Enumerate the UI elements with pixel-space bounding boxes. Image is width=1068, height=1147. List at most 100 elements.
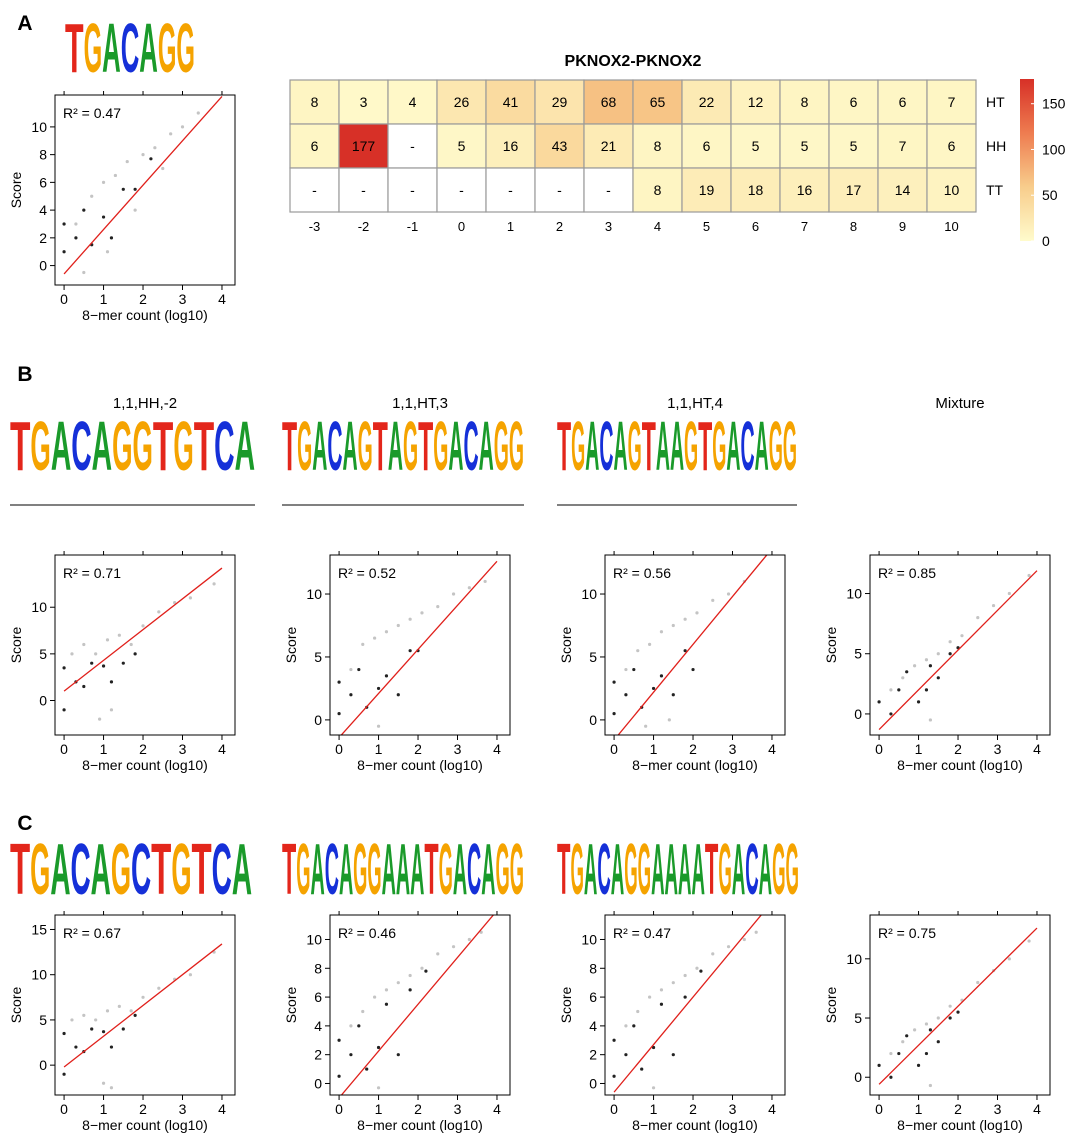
x-tick-label: 1 bbox=[375, 741, 383, 757]
point bbox=[408, 617, 412, 621]
heat-cell bbox=[289, 167, 340, 213]
point bbox=[928, 664, 932, 668]
x-tick-label: 2 bbox=[689, 741, 697, 757]
point bbox=[62, 222, 66, 226]
point bbox=[671, 981, 675, 985]
logo-letter: G bbox=[509, 407, 524, 485]
point bbox=[897, 688, 901, 692]
heat-cell bbox=[387, 123, 438, 169]
heat-cell bbox=[877, 167, 928, 213]
point bbox=[916, 1063, 921, 1067]
x-tick-label: 0 bbox=[60, 1101, 68, 1117]
point bbox=[373, 636, 377, 640]
point bbox=[659, 988, 664, 992]
col-label: -2 bbox=[358, 219, 370, 234]
heat-cell bbox=[926, 79, 977, 125]
logo-letter: G bbox=[718, 830, 731, 910]
point bbox=[90, 1027, 94, 1031]
plot-frame bbox=[869, 554, 1051, 736]
logo-letter: G bbox=[433, 407, 448, 485]
logo-letter: G bbox=[510, 830, 524, 910]
x-tick-label: 0 bbox=[610, 741, 618, 757]
logo-letter: C bbox=[741, 407, 755, 485]
y-tick-label: 5 bbox=[854, 1010, 862, 1026]
cell-label: 3 bbox=[360, 94, 368, 110]
point bbox=[644, 724, 648, 728]
logo-letter: G bbox=[84, 9, 103, 87]
point bbox=[357, 1024, 361, 1028]
point bbox=[141, 153, 145, 157]
cell-label: 41 bbox=[503, 94, 519, 110]
x-tick-label: 3 bbox=[454, 1101, 462, 1117]
logo-letter: T bbox=[192, 830, 212, 910]
point bbox=[188, 973, 192, 977]
point bbox=[376, 1086, 381, 1090]
heat-cell bbox=[387, 79, 438, 125]
logo-letter: G bbox=[111, 830, 131, 910]
logo-letter: A bbox=[312, 407, 327, 485]
heat-cell bbox=[338, 123, 389, 169]
point bbox=[651, 1045, 656, 1050]
x-axis-label: 8−mer count (log10) bbox=[82, 307, 208, 323]
point bbox=[196, 111, 200, 115]
point bbox=[396, 1053, 400, 1057]
col-label: 3 bbox=[605, 219, 612, 234]
heat-cell bbox=[632, 79, 683, 125]
heat-cell bbox=[877, 79, 928, 125]
y-tick-label: 10 bbox=[846, 951, 862, 967]
col-label: 4 bbox=[654, 219, 661, 234]
y-tick-label: 6 bbox=[589, 989, 597, 1005]
cell-label: 65 bbox=[650, 94, 666, 110]
x-tick-label: 1 bbox=[915, 1101, 923, 1117]
heat-cell bbox=[436, 123, 487, 169]
point bbox=[109, 680, 114, 684]
logo-letter: G bbox=[367, 830, 381, 910]
point bbox=[936, 1040, 940, 1044]
point bbox=[936, 1016, 940, 1020]
point bbox=[889, 1051, 893, 1056]
point bbox=[384, 674, 389, 678]
point bbox=[396, 981, 400, 985]
plot-area bbox=[877, 927, 1038, 1088]
cell-label: 12 bbox=[748, 94, 764, 110]
logo-letter: G bbox=[570, 830, 583, 910]
y-tick-label: 0 bbox=[39, 692, 47, 708]
y-tick-label: 15 bbox=[31, 921, 47, 937]
point bbox=[991, 603, 996, 608]
point bbox=[373, 995, 377, 999]
col-label: 0 bbox=[458, 219, 465, 234]
plot-frame bbox=[604, 914, 786, 1096]
row-label: HH bbox=[986, 138, 1006, 154]
cell-label: - bbox=[557, 182, 562, 198]
point bbox=[742, 937, 746, 942]
logo-letter: A bbox=[102, 9, 121, 87]
logo-letter: A bbox=[479, 407, 494, 485]
logo-letter: A bbox=[382, 830, 396, 910]
x-tick-label: 2 bbox=[139, 1101, 147, 1117]
point bbox=[396, 693, 400, 697]
point bbox=[62, 250, 66, 254]
logo-letter: C bbox=[464, 407, 479, 485]
point bbox=[117, 1004, 121, 1008]
point bbox=[948, 1016, 952, 1020]
logo-letter: A bbox=[651, 830, 664, 910]
x-tick-label: 4 bbox=[768, 741, 776, 757]
colorbar-tick-label: 150 bbox=[1042, 96, 1066, 112]
chart-title: 1,1,HT,3 bbox=[392, 395, 448, 412]
point bbox=[337, 1074, 341, 1078]
point bbox=[82, 270, 86, 275]
heat-cell bbox=[779, 79, 830, 125]
logo-letter: C bbox=[71, 407, 91, 485]
point bbox=[671, 693, 675, 697]
logo-letter: A bbox=[139, 9, 158, 87]
x-tick-label: 0 bbox=[610, 1101, 618, 1117]
y-axis-label: Score bbox=[8, 172, 24, 209]
point bbox=[928, 1028, 932, 1032]
y-tick-label: 10 bbox=[306, 931, 322, 947]
x-tick-label: 1 bbox=[650, 1101, 658, 1117]
y-tick-label: 10 bbox=[306, 586, 322, 602]
heat-cell bbox=[926, 167, 977, 213]
col-label: 8 bbox=[850, 219, 857, 234]
point bbox=[74, 222, 78, 226]
point bbox=[897, 1051, 901, 1056]
